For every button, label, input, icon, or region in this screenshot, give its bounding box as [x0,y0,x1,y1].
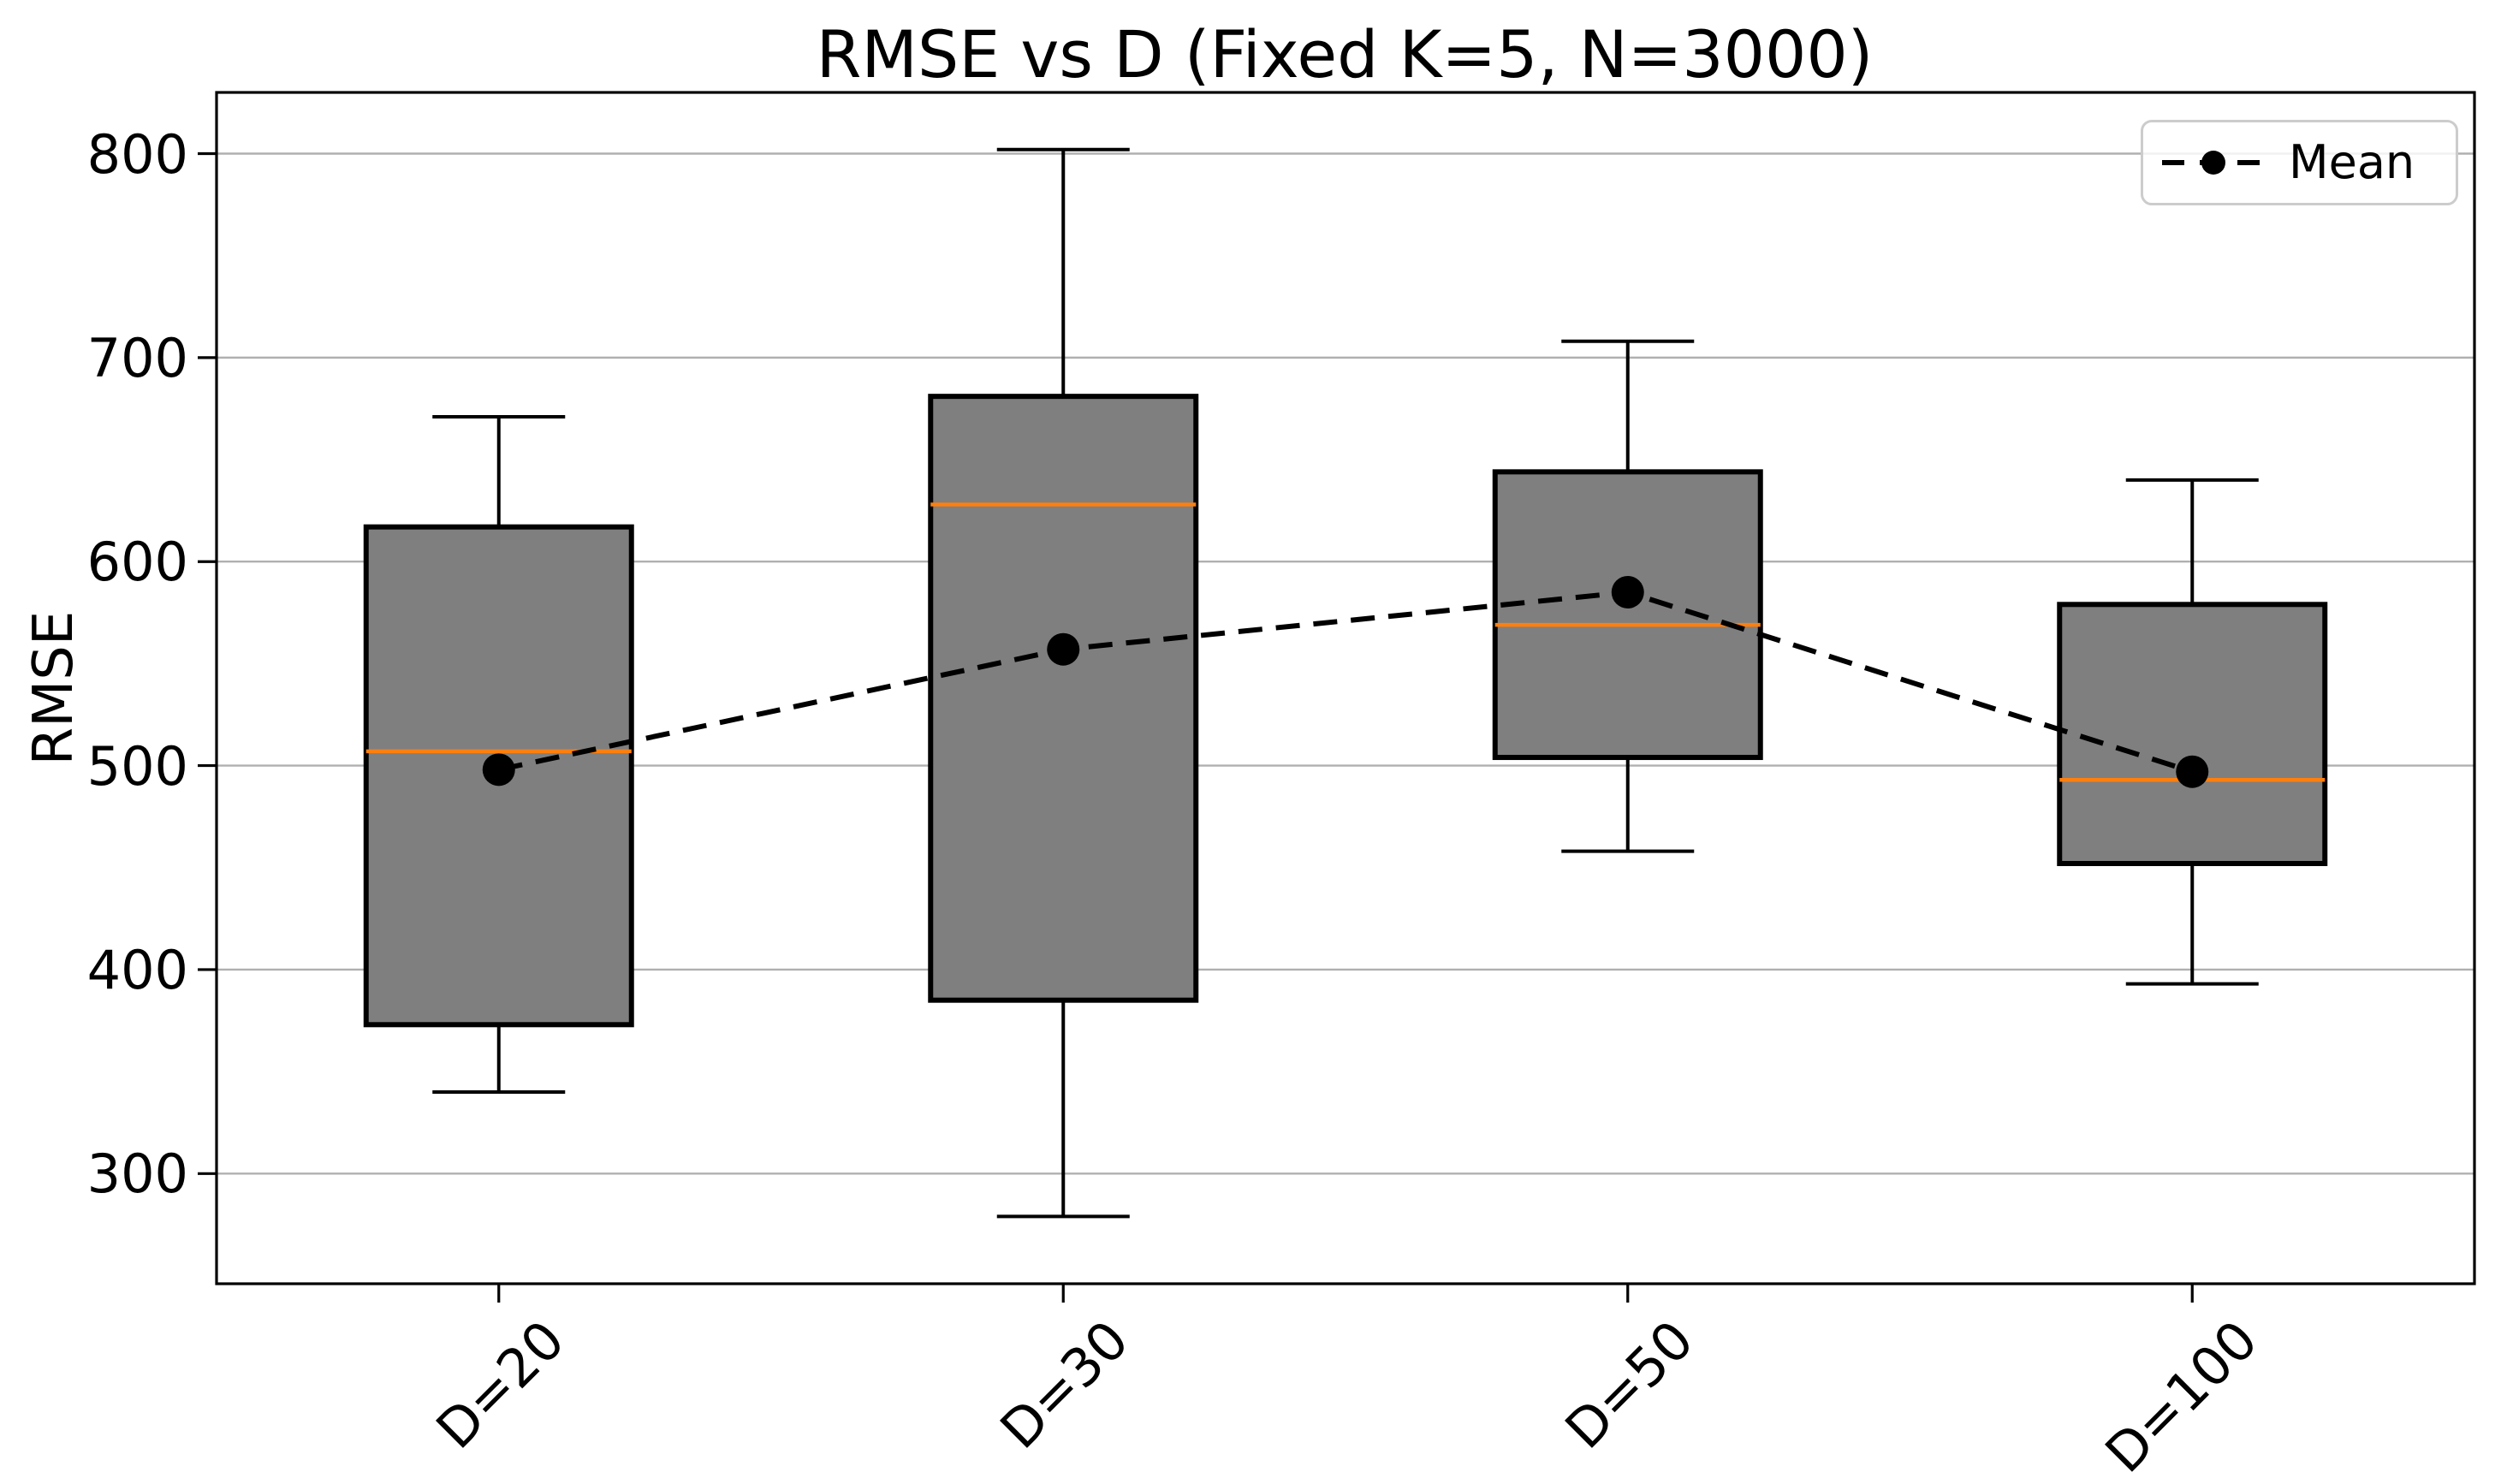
box-D=30 [928,394,1199,1003]
y-tick-label-600: 600 [86,531,188,594]
mean-line [498,589,2194,775]
chart-title: RMSE vs D (Fixed K=5, N=3000) [816,16,1874,92]
box-D=50 [1492,469,1763,761]
y-tick-label-800: 800 [86,122,188,186]
y-tick-label-300: 300 [86,1143,188,1206]
axis-frame [215,91,2476,1285]
box-D=100 [2057,602,2328,866]
y-tick-label-400: 400 [86,938,188,1001]
legend-label: Mean [2289,135,2415,189]
mean-dot-D=30 [1047,632,1080,666]
mean-dot-D=20 [482,753,515,787]
y-tick-label-700: 700 [86,326,188,389]
mean-line-icon [2162,151,2265,175]
legend: Mean [2141,120,2458,205]
mean-dot-D=100 [2176,755,2209,788]
y-tick-label-500: 500 [86,734,188,798]
mean-dot-D=50 [1611,575,1644,608]
